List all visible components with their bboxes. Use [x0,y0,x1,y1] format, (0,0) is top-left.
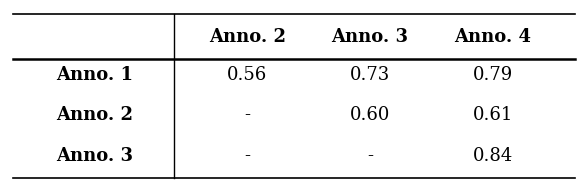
Text: 0.73: 0.73 [350,66,390,84]
Text: 0.84: 0.84 [473,147,513,165]
Text: 0.60: 0.60 [350,106,390,124]
Text: Anno. 2: Anno. 2 [209,28,286,46]
Text: 0.61: 0.61 [473,106,513,124]
Text: Anno. 4: Anno. 4 [455,28,532,46]
Text: 0.79: 0.79 [473,66,513,84]
Text: Anno. 1: Anno. 1 [56,66,133,84]
Text: -: - [244,147,250,165]
Text: -: - [367,147,373,165]
Text: -: - [244,106,250,124]
Text: Anno. 3: Anno. 3 [332,28,409,46]
Text: Anno. 2: Anno. 2 [56,106,133,124]
Text: 0.56: 0.56 [227,66,268,84]
Text: Anno. 3: Anno. 3 [56,147,133,165]
